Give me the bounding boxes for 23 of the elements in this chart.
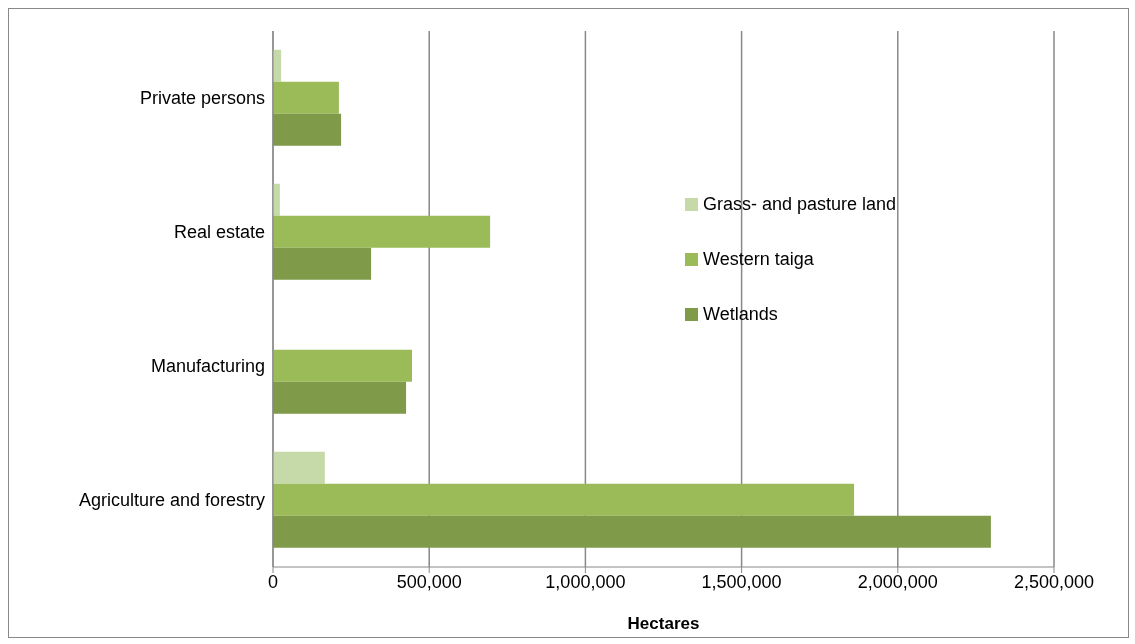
y-tick-label: Private persons [139,88,265,109]
y-tick-label: Real estate [173,222,265,243]
bar [273,349,413,382]
y-tick-label: Manufacturing [150,356,265,377]
bar [273,381,407,414]
x-tick-label: 2,000,000 [857,571,938,592]
y-tick-label: Agriculture and forestry [78,490,265,511]
bar [273,81,339,114]
bar [273,215,491,248]
x-tick-label: 2,500,000 [1013,571,1095,592]
legend-label: Western taiga [702,249,815,270]
bar [273,451,325,484]
bar [273,113,342,146]
legend-label: Grass- and pasture land [702,194,897,215]
x-tick-label: 1,500,000 [701,571,782,592]
x-tick-label: 500,000 [396,571,462,592]
legend-label: Wetlands [702,304,779,325]
x-axis-title: Hectares [627,614,700,633]
x-tick-label: 0 [267,571,279,592]
x-tick-label: 1,000,000 [545,571,626,592]
bar [273,247,372,280]
bar [273,515,991,548]
bar [273,483,855,516]
